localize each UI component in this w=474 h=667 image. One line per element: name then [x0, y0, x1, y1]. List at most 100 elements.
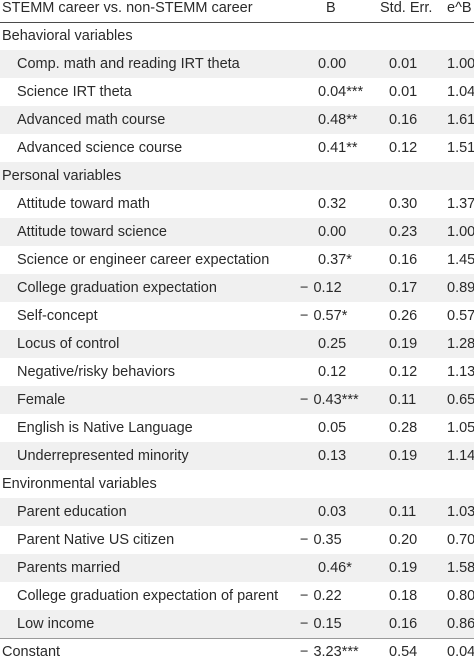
exp-b-cell: 1.04 — [447, 84, 474, 100]
coefficient-value: 0.46 — [318, 560, 347, 576]
table-row: College graduation expectation of parent… — [0, 582, 474, 610]
section-header-row: Environmental variables — [0, 470, 474, 498]
constant-rule — [0, 638, 474, 639]
std-err-cell: 0.54 — [389, 644, 418, 660]
coefficient-cell: 0.37* — [300, 246, 388, 274]
variable-label: Negative/risky behaviors — [17, 364, 175, 380]
table-row: Advanced math course 0.48** 0.16 1.61 — [0, 106, 474, 134]
table-row: Attitude toward math 0.32 0.30 1.37 — [0, 190, 474, 218]
section-header-row: Behavioral variables — [0, 22, 474, 50]
std-err-cell: 0.19 — [389, 560, 418, 576]
std-err-cell: 0.19 — [389, 336, 418, 352]
variable-label: Comp. math and reading IRT theta — [17, 56, 240, 72]
exp-b-cell: 1.13 — [447, 364, 474, 380]
coefficient-value: 0.41 — [318, 140, 347, 156]
std-err-cell: 0.11 — [389, 504, 417, 520]
coefficient-cell: 0.00 — [300, 218, 388, 246]
significance-stars: *** — [346, 84, 364, 100]
std-err-cell: 0.26 — [389, 308, 418, 324]
exp-b-cell: 1.45 — [447, 252, 474, 268]
negative-sign: − — [300, 280, 309, 296]
significance-stars: ** — [346, 112, 358, 128]
variable-label: Parent Native US citizen — [17, 532, 175, 548]
coefficient-value: 3.23 — [313, 644, 342, 660]
variable-label: Underrepresented minority — [17, 448, 189, 464]
std-err-cell: 0.01 — [389, 84, 418, 100]
header-b: B — [326, 0, 336, 16]
variable-label: Constant — [2, 644, 61, 660]
variable-label: Parent education — [17, 504, 127, 520]
coefficient-cell: −0.43*** — [300, 386, 370, 414]
coefficient-cell: −0.12 — [300, 274, 370, 302]
coefficient-value: 0.37 — [318, 252, 347, 268]
negative-sign: − — [300, 308, 309, 324]
coefficient-cell: 0.04*** — [300, 78, 388, 106]
significance-stars: * — [346, 560, 352, 576]
std-err-cell: 0.28 — [389, 420, 418, 436]
significance-stars: *** — [341, 392, 359, 408]
significance-stars: * — [341, 308, 348, 324]
variable-label: Attitude toward science — [17, 224, 167, 240]
table-row: Self-concept −0.57* 0.26 0.57 — [0, 302, 474, 330]
exp-b-cell: 1.61 — [447, 112, 474, 128]
exp-b-cell: 1.58 — [447, 560, 474, 576]
std-err-cell: 0.12 — [389, 364, 418, 380]
variable-label: Advanced math course — [17, 112, 166, 128]
coefficient-value: 0.57 — [313, 308, 342, 324]
variable-label: English is Native Language — [17, 420, 193, 436]
variable-label: Female — [17, 392, 66, 408]
variable-label: Attitude toward math — [17, 196, 150, 212]
exp-b-cell: 0.70 — [447, 532, 474, 548]
section-label: Personal variables — [2, 168, 122, 184]
table-row: Locus of control 0.25 0.19 1.28 — [0, 330, 474, 358]
exp-b-cell: 0.86 — [447, 616, 474, 632]
coefficient-cell: 0.13 — [300, 442, 388, 470]
section-header-row: Personal variables — [0, 162, 474, 190]
coefficient-value: 0.12 — [313, 280, 342, 296]
table-row: English is Native Language 0.05 0.28 1.05 — [0, 414, 474, 442]
coefficient-value: 0.32 — [318, 196, 347, 212]
coefficient-value: 0.15 — [313, 616, 342, 632]
coefficient-value: 0.03 — [318, 504, 347, 520]
table-row: College graduation expectation −0.12 0.17 0… — [0, 274, 474, 302]
variable-label: Science IRT theta — [17, 84, 132, 100]
coefficient-value: 0.05 — [318, 420, 347, 436]
negative-sign: − — [300, 588, 309, 604]
table-row: Advanced science course 0.41** 0.12 1.51 — [0, 134, 474, 162]
coefficient-cell: 0.48** — [300, 106, 388, 134]
header-label: STEMM career vs. non-STEMM career — [2, 0, 253, 16]
exp-b-cell: 1.03 — [447, 504, 474, 520]
section-label: Behavioral variables — [2, 28, 133, 44]
table-row: Parents married 0.46* 0.19 1.58 — [0, 554, 474, 582]
coefficient-cell: −0.15 — [300, 610, 370, 638]
negative-sign: − — [300, 392, 309, 408]
coefficient-value: 0.25 — [318, 336, 347, 352]
coefficient-value: 0.13 — [318, 448, 347, 464]
std-err-cell: 0.16 — [389, 616, 418, 632]
coefficient-cell: 0.25 — [300, 330, 388, 358]
coefficient-cell: −0.35 — [300, 526, 370, 554]
exp-b-cell: 0.89 — [447, 280, 474, 296]
std-err-cell: 0.01 — [389, 56, 418, 72]
negative-sign: − — [300, 644, 309, 660]
coefficient-value: 0.35 — [313, 532, 342, 548]
exp-b-cell: 0.80 — [447, 588, 474, 604]
variable-label: Low income — [17, 616, 95, 632]
header-std-err: Std. Err. — [380, 0, 433, 16]
std-err-cell: 0.18 — [389, 588, 418, 604]
header-exp-b: e^B — [447, 0, 472, 16]
table-row: Comp. math and reading IRT theta 0.00 0.01… — [0, 50, 474, 78]
coefficient-value: 0.00 — [318, 56, 347, 72]
exp-b-cell: 0.04 — [447, 644, 474, 660]
table-row: Attitude toward science 0.00 0.23 1.00 — [0, 218, 474, 246]
table-row: Science or engineer career expectation 0.… — [0, 246, 474, 274]
std-err-cell: 0.16 — [389, 112, 418, 128]
std-err-cell: 0.30 — [389, 196, 418, 212]
variable-label: College graduation expectation of parent — [17, 588, 279, 604]
coefficient-cell: −0.57* — [300, 302, 370, 330]
variable-label: Self-concept — [17, 308, 98, 324]
negative-sign: − — [300, 616, 309, 632]
exp-b-cell: 0.57 — [447, 308, 474, 324]
coefficient-cell: −3.23*** — [300, 638, 370, 666]
exp-b-cell: 1.51 — [447, 140, 474, 156]
